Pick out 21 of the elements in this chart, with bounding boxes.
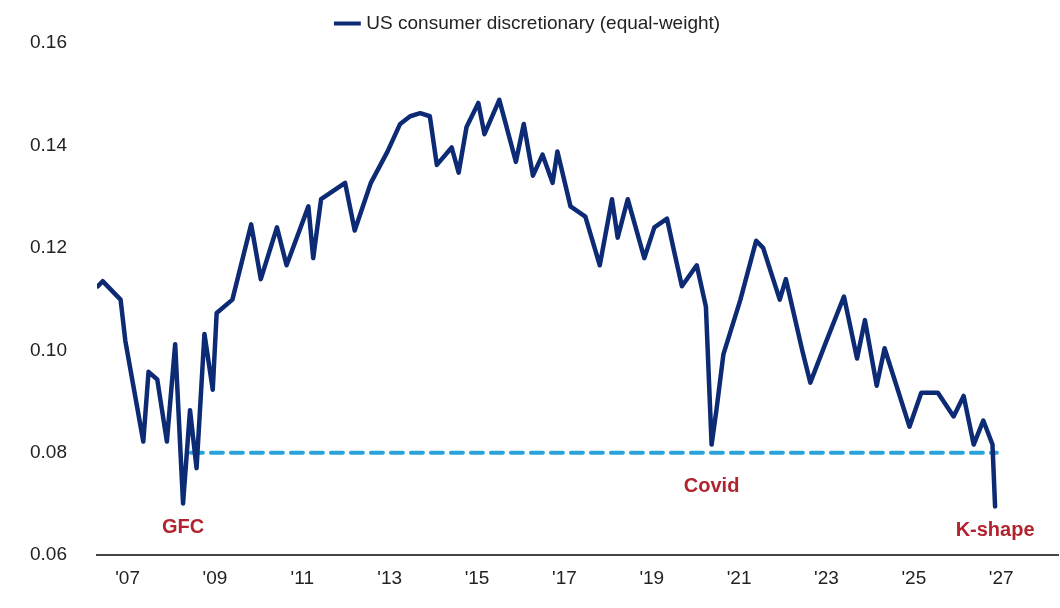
annotation: GFC xyxy=(161,514,205,537)
x-tick-label: '09 xyxy=(202,566,228,588)
x-tick-label: '15 xyxy=(464,566,490,588)
annotation: Covid xyxy=(683,474,740,497)
x-tick-label: '21 xyxy=(726,566,752,588)
y-tick-label: 0.10 xyxy=(30,338,67,360)
y-tick-label: 0.14 xyxy=(30,133,68,155)
x-tick-label: '07 xyxy=(115,566,140,588)
x-tick-label: '17 xyxy=(552,566,577,588)
y-tick-label: 0.12 xyxy=(30,236,67,258)
x-tick-label: '25 xyxy=(901,566,927,588)
x-tick-label: '19 xyxy=(639,566,665,588)
x-tick-label: '27 xyxy=(988,566,1014,588)
y-tick-label: 0.16 xyxy=(30,31,67,53)
annotation: K-shape xyxy=(955,518,1035,541)
x-tick-label: '23 xyxy=(814,566,839,588)
y-tick-label: 0.06 xyxy=(30,543,67,565)
y-tick-label: 0.08 xyxy=(30,440,67,462)
legend-label: US consumer discretionary (equal-weight) xyxy=(366,11,721,33)
x-tick-label: '13 xyxy=(377,566,403,588)
x-tick-label: '11 xyxy=(290,566,314,588)
